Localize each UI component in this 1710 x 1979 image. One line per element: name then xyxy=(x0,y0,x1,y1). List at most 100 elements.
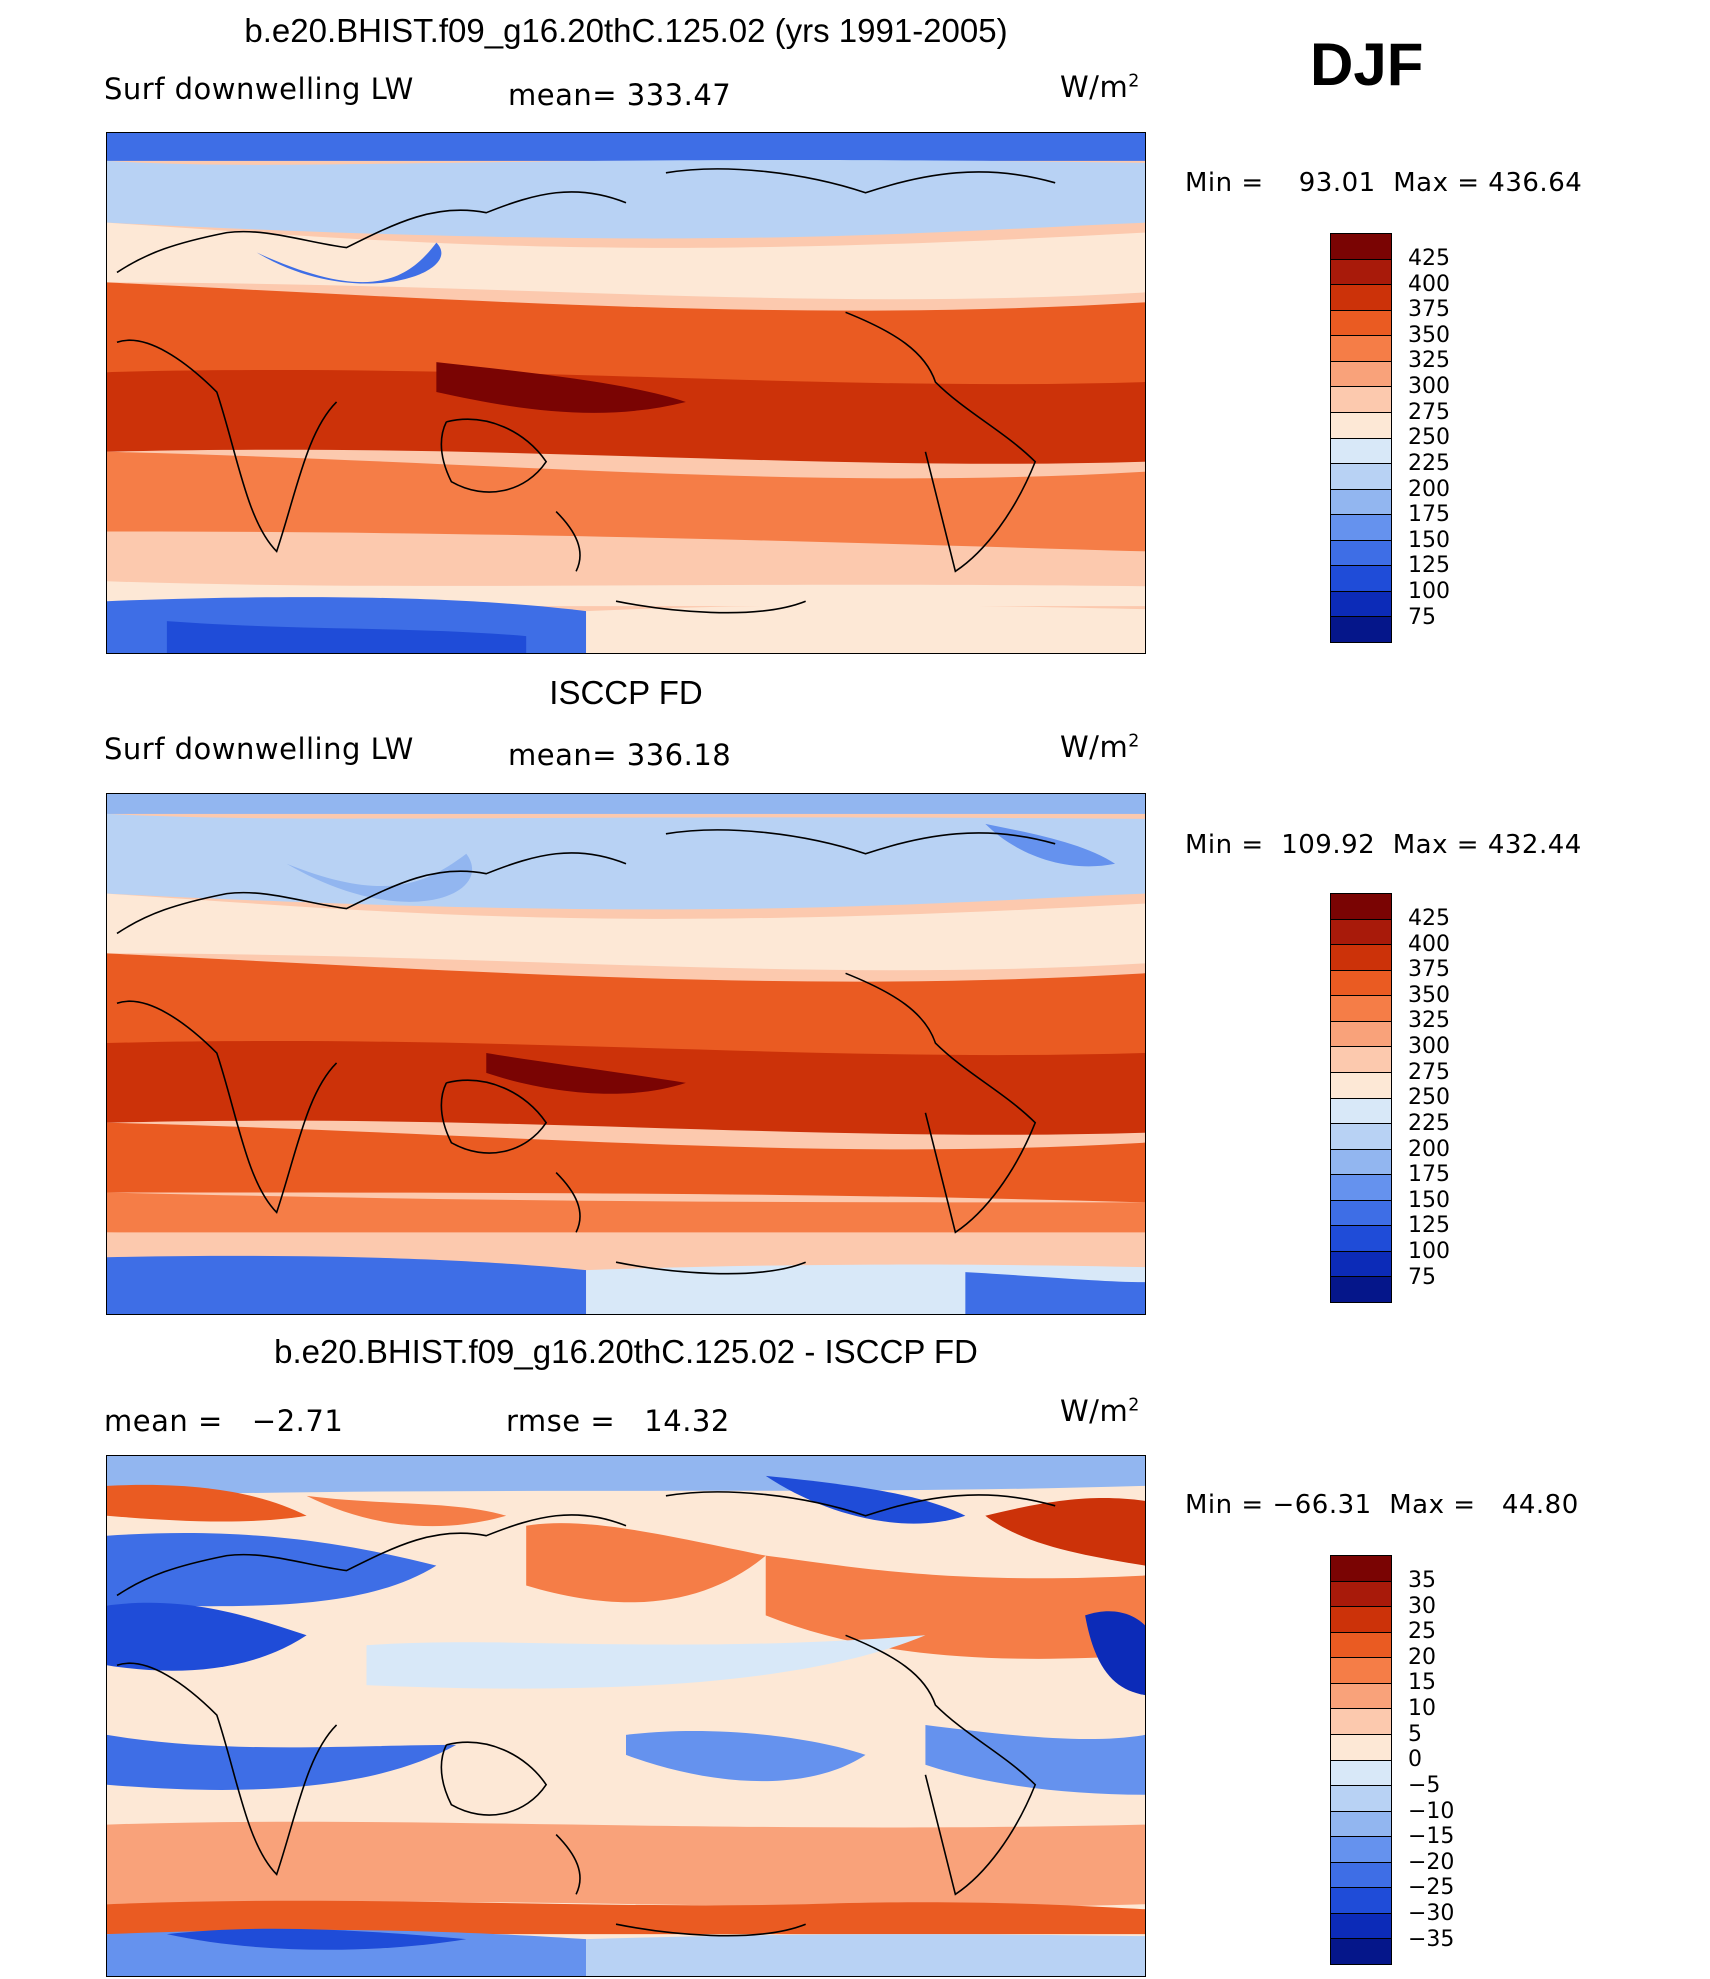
panel3-colorbar xyxy=(1330,1555,1392,1965)
panel1-title: b.e20.BHIST.f09_g16.20thC.125.02 (yrs 19… xyxy=(244,12,1008,49)
season-label: DJF xyxy=(1310,31,1424,98)
colorbar-swatch xyxy=(1331,1837,1391,1863)
colorbar-swatch xyxy=(1331,996,1391,1022)
panel2-colorbar-tick: 375 xyxy=(1408,957,1450,982)
colorbar-swatch xyxy=(1331,1175,1391,1201)
colorbar-swatch xyxy=(1331,285,1391,311)
panel2-observation-map xyxy=(106,793,1146,1315)
panel2-colorbar-tick: 200 xyxy=(1408,1137,1450,1162)
panel2-colorbar-tick: 250 xyxy=(1408,1085,1450,1110)
panel3-colorbar-tick: −35 xyxy=(1408,1927,1455,1952)
panel1-model-map xyxy=(106,132,1146,654)
colorbar-swatch xyxy=(1331,1760,1391,1787)
panel1-colorbar-tick: 375 xyxy=(1408,297,1450,322)
panel1-colorbar-tick: 300 xyxy=(1408,374,1450,399)
colorbar-swatch xyxy=(1331,1786,1391,1812)
colorbar-swatch xyxy=(1331,464,1391,490)
colorbar-swatch xyxy=(1331,1683,1391,1710)
panel1-colorbar-tick: 325 xyxy=(1408,348,1450,373)
panel3-colorbar-tick: −15 xyxy=(1408,1824,1455,1849)
colorbar-swatch xyxy=(1331,1072,1391,1099)
panel2-colorbar-tick: 100 xyxy=(1408,1239,1450,1264)
colorbar-swatch xyxy=(1331,336,1391,362)
panel1-mean-label: mean= 333.47 xyxy=(508,78,732,112)
colorbar-swatch xyxy=(1331,1632,1391,1659)
panel1-colorbar-tick: 425 xyxy=(1408,246,1450,271)
colorbar-swatch xyxy=(1331,489,1391,516)
panel1-units: W/m2 xyxy=(1060,70,1140,104)
panel1-colorbar-tick: 200 xyxy=(1408,477,1450,502)
panel2-colorbar-tick: 325 xyxy=(1408,1008,1450,1033)
colorbar-swatch xyxy=(1331,387,1391,413)
panel1-colorbar-tick: 250 xyxy=(1408,425,1450,450)
panel2-colorbar-tick: 350 xyxy=(1408,983,1450,1008)
colorbar-swatch xyxy=(1331,515,1391,541)
colorbar-swatch xyxy=(1331,1581,1391,1608)
colorbar-swatch xyxy=(1331,1149,1391,1176)
panel1-colorbar xyxy=(1330,233,1392,643)
panel2-colorbar-tick: 225 xyxy=(1408,1111,1450,1136)
colorbar-swatch xyxy=(1331,1251,1391,1278)
panel1-colorbar-tick: 125 xyxy=(1408,553,1450,578)
panel2-minmax: Min = 109.92 Max = 432.44 xyxy=(1185,830,1582,860)
colorbar-swatch xyxy=(1331,894,1391,920)
panel3-difference-map xyxy=(106,1455,1146,1977)
colorbar-swatch xyxy=(1331,1811,1391,1838)
panel2-colorbar xyxy=(1330,893,1392,1303)
panel3-colorbar-tick: 15 xyxy=(1408,1670,1436,1695)
colorbar-swatch xyxy=(1331,1709,1391,1735)
colorbar-swatch xyxy=(1331,310,1391,337)
panel1-colorbar-tick: 350 xyxy=(1408,323,1450,348)
panel3-colorbar-tick: −10 xyxy=(1408,1799,1455,1824)
panel2-variable-label: Surf downwelling LW xyxy=(104,732,414,766)
panel2-colorbar-tick: 175 xyxy=(1408,1162,1450,1187)
colorbar-swatch xyxy=(1331,617,1391,642)
colorbar-swatch xyxy=(1331,1200,1391,1227)
panel3-colorbar-tick: 10 xyxy=(1408,1696,1436,1721)
panel3-colorbar-tick: −5 xyxy=(1408,1773,1441,1798)
panel1-minmax: Min = 93.01 Max = 436.64 xyxy=(1185,168,1583,198)
panel1-colorbar-tick: 275 xyxy=(1408,400,1450,425)
panel2-units: W/m2 xyxy=(1060,730,1140,764)
colorbar-swatch xyxy=(1331,1124,1391,1150)
colorbar-swatch xyxy=(1331,1098,1391,1125)
colorbar-swatch xyxy=(1331,361,1391,388)
panel1-variable-label: Surf downwelling LW xyxy=(104,72,414,106)
panel3-colorbar-tick: 0 xyxy=(1408,1747,1422,1772)
colorbar-swatch xyxy=(1331,1939,1391,1964)
panel3-minmax: Min = −66.31 Max = 44.80 xyxy=(1185,1490,1579,1520)
panel3-rmse: rmse = 14.32 xyxy=(506,1404,730,1438)
colorbar-swatch xyxy=(1331,1888,1391,1914)
panel3-colorbar-tick: 30 xyxy=(1408,1594,1436,1619)
colorbar-swatch xyxy=(1331,1734,1391,1761)
panel3-units: W/m2 xyxy=(1060,1394,1140,1428)
colorbar-swatch xyxy=(1331,259,1391,286)
panel1-colorbar-tick: 150 xyxy=(1408,528,1450,553)
panel2-colorbar-tick: 275 xyxy=(1408,1060,1450,1085)
panel3-colorbar-tick: 35 xyxy=(1408,1568,1436,1593)
panel2-colorbar-tick: 75 xyxy=(1408,1265,1436,1290)
colorbar-swatch xyxy=(1331,945,1391,971)
colorbar-swatch xyxy=(1331,1047,1391,1073)
panel3-colorbar-tick: −30 xyxy=(1408,1901,1455,1926)
colorbar-swatch xyxy=(1331,566,1391,592)
panel2-colorbar-tick: 400 xyxy=(1408,932,1450,957)
panel3-colorbar-tick: 25 xyxy=(1408,1619,1436,1644)
panel3-colorbar-tick: 5 xyxy=(1408,1722,1422,1747)
panel3-mean: mean = −2.71 xyxy=(104,1404,344,1438)
colorbar-swatch xyxy=(1331,970,1391,997)
colorbar-swatch xyxy=(1331,1607,1391,1633)
panel2-colorbar-tick: 125 xyxy=(1408,1213,1450,1238)
colorbar-swatch xyxy=(1331,1277,1391,1302)
colorbar-swatch xyxy=(1331,1862,1391,1889)
panel1-colorbar-tick: 175 xyxy=(1408,502,1450,527)
colorbar-swatch xyxy=(1331,1226,1391,1252)
panel2-colorbar-tick: 300 xyxy=(1408,1034,1450,1059)
colorbar-swatch xyxy=(1331,919,1391,946)
colorbar-swatch xyxy=(1331,591,1391,618)
panel2-colorbar-tick: 150 xyxy=(1408,1188,1450,1213)
panel1-colorbar-tick: 400 xyxy=(1408,272,1450,297)
panel1-colorbar-tick: 225 xyxy=(1408,451,1450,476)
panel2-colorbar-tick: 425 xyxy=(1408,906,1450,931)
colorbar-swatch xyxy=(1331,1658,1391,1684)
